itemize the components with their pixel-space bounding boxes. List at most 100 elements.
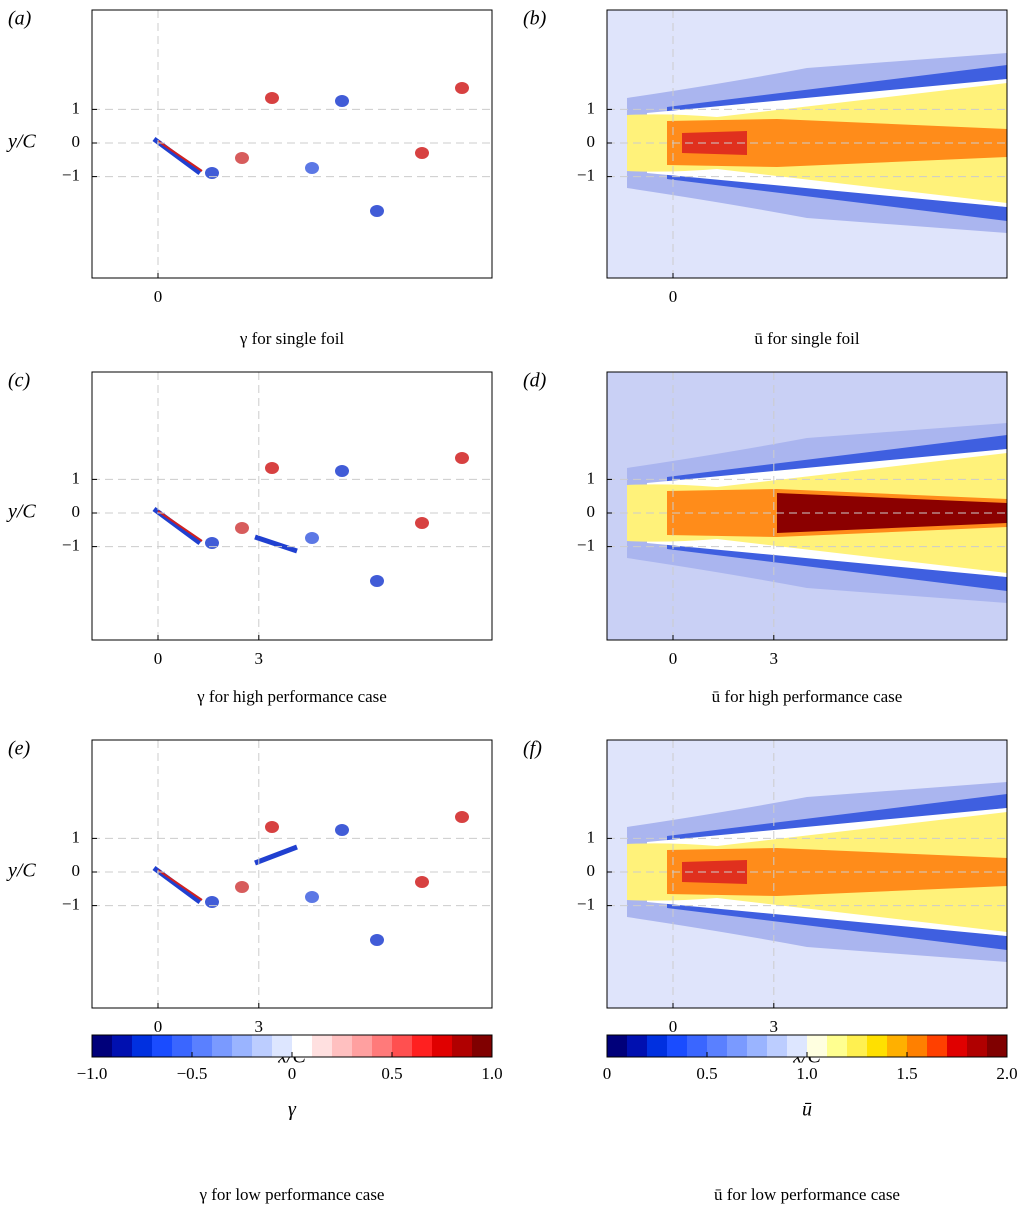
colorbar-step	[627, 1035, 648, 1057]
field	[92, 372, 492, 640]
colorbar-step	[312, 1035, 333, 1057]
colorbar-tick-label: 0	[288, 1064, 297, 1083]
x-tick-label: 0	[669, 287, 678, 306]
y-tick-label: −1	[62, 536, 80, 555]
x-tick-label: 0	[669, 1017, 678, 1036]
colorbar-step	[867, 1035, 888, 1057]
colorbar-step	[292, 1035, 313, 1057]
panel-label: (d)	[523, 370, 547, 392]
x-tick-label: 0	[154, 1017, 163, 1036]
colorbar-step	[232, 1035, 253, 1057]
background	[92, 740, 492, 1008]
panel-label: (e)	[8, 738, 31, 760]
colorbar-step	[807, 1035, 828, 1057]
panel-label: (c)	[8, 370, 31, 392]
panel: 0 1 0 −1 (a) y/C	[6, 8, 493, 306]
colorbar-step	[787, 1035, 808, 1057]
axes-frame	[91, 371, 493, 641]
colorbar-tick-label: −1.0	[77, 1064, 108, 1083]
colorbar-tick-label: −0.5	[177, 1064, 208, 1083]
colorbar-step	[332, 1035, 353, 1057]
wake-orange	[667, 848, 1007, 896]
colorbar-step	[987, 1035, 1008, 1057]
colorbar-step	[887, 1035, 908, 1057]
vortex	[370, 934, 384, 946]
vortex	[415, 876, 429, 888]
axes-frame	[606, 739, 1008, 1009]
colorbar-step	[827, 1035, 848, 1057]
vortex	[455, 811, 469, 823]
x-tick-label: 3	[770, 1017, 779, 1036]
y-tick-label: 1	[72, 468, 81, 487]
y-tick-label: 0	[72, 132, 81, 151]
colorbar-tick-label: 2.0	[996, 1064, 1017, 1083]
colorbar-step	[847, 1035, 868, 1057]
colorbar-step	[967, 1035, 988, 1057]
y-tick-label: 0	[72, 861, 81, 880]
vortex	[235, 881, 249, 893]
field	[607, 10, 1007, 278]
vortex	[305, 891, 319, 903]
colorbar-tick-label: 0.5	[381, 1064, 402, 1083]
foil	[254, 534, 298, 554]
vortex	[305, 532, 319, 544]
x-tick-label: 3	[770, 649, 779, 668]
vortex	[265, 92, 279, 104]
colorbar-step	[392, 1035, 413, 1057]
axes-frame	[91, 9, 493, 279]
y-tick-label: 0	[587, 132, 596, 151]
panel: 0 1 0 −1 (b)	[523, 8, 1008, 306]
colorbar-step	[747, 1035, 768, 1057]
wake-red	[777, 493, 1007, 533]
vortex	[205, 896, 219, 908]
y-tick-label: 1	[72, 827, 81, 846]
vortex	[235, 522, 249, 534]
caption: ū for high performance case	[712, 687, 903, 706]
colorbar-step	[192, 1035, 213, 1057]
field	[607, 372, 1007, 640]
colorbar-step	[927, 1035, 948, 1057]
vortex	[455, 452, 469, 464]
vortex	[455, 82, 469, 94]
y-axis-label: y/C	[6, 131, 36, 153]
vortex	[265, 462, 279, 474]
colorbar-step	[472, 1035, 493, 1057]
vortex	[205, 167, 219, 179]
y-tick-label: 1	[72, 98, 81, 117]
vortex	[265, 821, 279, 833]
vortex	[370, 575, 384, 587]
colorbar-step	[412, 1035, 433, 1057]
colorbar-tick-label: 1.0	[796, 1064, 817, 1083]
vortex	[335, 465, 349, 477]
background	[92, 10, 492, 278]
colorbar-tick-label: 0.5	[696, 1064, 717, 1083]
field	[92, 740, 492, 1008]
vortex	[415, 147, 429, 159]
caption: γ for high performance case	[196, 687, 387, 706]
foil-edge	[157, 510, 203, 542]
y-tick-label: −1	[62, 895, 80, 914]
colorbar-step	[272, 1035, 293, 1057]
y-tick-label: 1	[587, 98, 596, 117]
colorbar-step	[727, 1035, 748, 1057]
panel-label: (f)	[523, 738, 542, 760]
x-tick-label: 0	[154, 287, 163, 306]
y-tick-label: 0	[72, 502, 81, 521]
caption: γ for low performance case	[199, 1185, 385, 1204]
colorbar-step	[212, 1035, 233, 1057]
background	[92, 372, 492, 640]
x-tick-label: 3	[255, 649, 263, 668]
x-tick-label: 0	[669, 649, 678, 668]
colorbar-step	[432, 1035, 453, 1057]
colorbar-step	[667, 1035, 688, 1057]
y-tick-label: 0	[587, 861, 596, 880]
foil-edge	[157, 869, 203, 901]
colorbar-step	[132, 1035, 153, 1057]
colorbar-step	[352, 1035, 373, 1057]
colorbar-label: ū	[802, 1099, 812, 1121]
colorbar: −1.0 −0.5 0 0.5 1.0 γ	[77, 1034, 503, 1121]
panel-label: (a)	[8, 8, 32, 30]
y-tick-label: −1	[577, 536, 595, 555]
